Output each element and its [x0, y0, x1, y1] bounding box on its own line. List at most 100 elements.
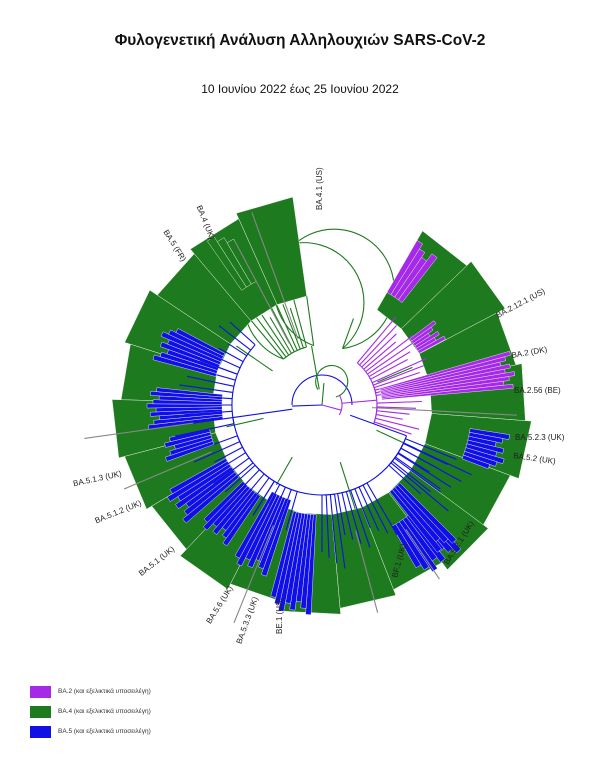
ba5-2-branch [397, 452, 452, 488]
legend-swatch-ba5 [30, 725, 51, 738]
ba5-branch [172, 393, 233, 400]
ba2-branch [365, 334, 414, 373]
ba5-branch [218, 325, 252, 351]
ba5-branch [350, 414, 407, 437]
legend-label-ba2: BA.2 (και εξελικτικά υποσειλέγη) [58, 688, 151, 695]
ba5-2-3-clade-leaf [469, 428, 510, 440]
ba5-2-1-clade-leaf [398, 519, 438, 573]
legend-item-ba5: BA.5 (και εξελικτικά υποσειλέγη) [30, 723, 151, 740]
ba5-1-3-clade-leaf [169, 437, 214, 456]
legend-item-ba2: BA.2 (και εξελικτικά υποσειλέγη) [30, 683, 151, 700]
ba4-1-clade-leaf [235, 196, 307, 305]
ba5-top-clade-leaf [152, 354, 217, 377]
ba5-3-branch [273, 486, 286, 514]
bf1-branch [362, 484, 389, 534]
ba2-branch [376, 410, 410, 415]
ba5-2-branch [388, 464, 422, 495]
label-ba533: BA.5.3.3 (UK) [235, 595, 260, 645]
ba2-dk-clade-leaf [380, 363, 511, 394]
ba4-branch [226, 417, 264, 428]
ba2-branch [376, 406, 416, 409]
ba5-1-2-clade-leaf [169, 458, 228, 495]
ba5-2-branch [403, 443, 448, 465]
ba2-12-1-clade-leaf [411, 326, 434, 344]
leader-line [405, 529, 440, 580]
bf1-branch [358, 486, 380, 532]
page-subtitle: 10 Ιουνίου 2022 έως 25 Ιουνίου 2022 [201, 82, 399, 96]
ba2-dk-clade-leaf [381, 383, 514, 400]
ba5-2-3-clade-leaf [466, 439, 505, 454]
bf1-branch [337, 493, 346, 536]
ba5-1-3-clade-leaf [165, 441, 215, 462]
ba2-top-clade-leaf [398, 253, 438, 303]
ba2-branch [374, 371, 420, 389]
ba5-branch [175, 423, 235, 437]
ba2-arc [373, 403, 378, 423]
label-ba523: BA.5.2.3 (UK) [515, 433, 565, 442]
ba5-1-arc [254, 464, 275, 482]
ba4-branch [339, 461, 356, 510]
root-branch [321, 404, 342, 411]
ba4-branch [342, 318, 354, 349]
leader-line [123, 451, 212, 490]
bf1-branch [350, 490, 371, 548]
ba4-branch [275, 456, 293, 486]
ba5fr-clade-leaf [226, 238, 257, 285]
be1-clade-leaf [278, 512, 303, 612]
ba2-branch [367, 343, 413, 375]
label-ba256: BA.2.56 (BE) [514, 386, 561, 395]
ba4-arc [315, 365, 349, 398]
legend: BA.2 (και εξελικτικά υποσειλέγη) BA.4 (κ… [30, 683, 151, 743]
ba5-1-2-branch [214, 446, 243, 463]
ba2-12-1-clade-leaf [414, 331, 440, 349]
be1-branch [329, 494, 338, 564]
ba2-branch [361, 333, 397, 368]
ba5-branch [229, 321, 256, 346]
ba5-2-branch [398, 452, 430, 473]
ba5-top-clade-leaf [168, 329, 224, 360]
root-branch [321, 383, 325, 406]
ba4-branch [306, 295, 315, 346]
ba5-1-2-branch [214, 462, 254, 496]
ba4-branch [282, 304, 301, 350]
ba5-branch [179, 384, 233, 394]
ba4-branch [269, 316, 292, 354]
bf-clade-leaf [394, 484, 449, 544]
ba2-arc [371, 382, 377, 396]
ba5-branch [218, 347, 244, 363]
ba2-dk-clade-leaf [381, 376, 510, 398]
ba5-branch [227, 343, 247, 357]
be1-clade-leaf [305, 514, 317, 615]
ba2-branch [368, 351, 411, 378]
ba2-dk-clade-leaf [380, 371, 516, 397]
ba5-big-clade-leaf [156, 387, 223, 398]
ba5-3-clade-leaf [261, 498, 292, 577]
ba2-arc [338, 394, 343, 416]
label-ba5fr: BA.5 (FR) [161, 228, 188, 263]
ba5-3-branch [285, 491, 298, 531]
ba5-2-branch [400, 447, 462, 482]
ba4-branch [377, 366, 413, 383]
ba5-2-1-clade-leaf [395, 521, 430, 571]
ba5-arc [231, 374, 238, 424]
be1-clade-leaf [289, 513, 308, 611]
ba2-branch [375, 417, 420, 430]
ba5-branch [232, 408, 293, 419]
legend-item-ba4: BA.4 (και εξελικτικά υποσειλέγη) [30, 703, 151, 720]
label-ba513: BA.5.1.3 (UK) [72, 469, 122, 488]
root-arc [291, 374, 353, 406]
ba5-1-2-branch [213, 452, 246, 474]
ba5-2-branch [395, 456, 441, 490]
ba5-3-branch [268, 484, 281, 505]
ba5-2-3-clade-leaf [461, 454, 491, 470]
label-ba56: BA.5.6 (UK) [204, 584, 234, 625]
ba2-12-1-clade-leaf [417, 335, 446, 354]
ba4-branch [289, 307, 304, 349]
bf-clade-leaf [397, 482, 457, 544]
label-ba51: BA.5.1 (UK) [137, 544, 176, 578]
ba2-branch [376, 400, 422, 404]
ba5-3-branch [279, 489, 292, 522]
ba5-2-branch [403, 442, 472, 476]
ba2-12-1-clade-leaf [409, 320, 437, 342]
ba5-1-branch [225, 464, 256, 493]
